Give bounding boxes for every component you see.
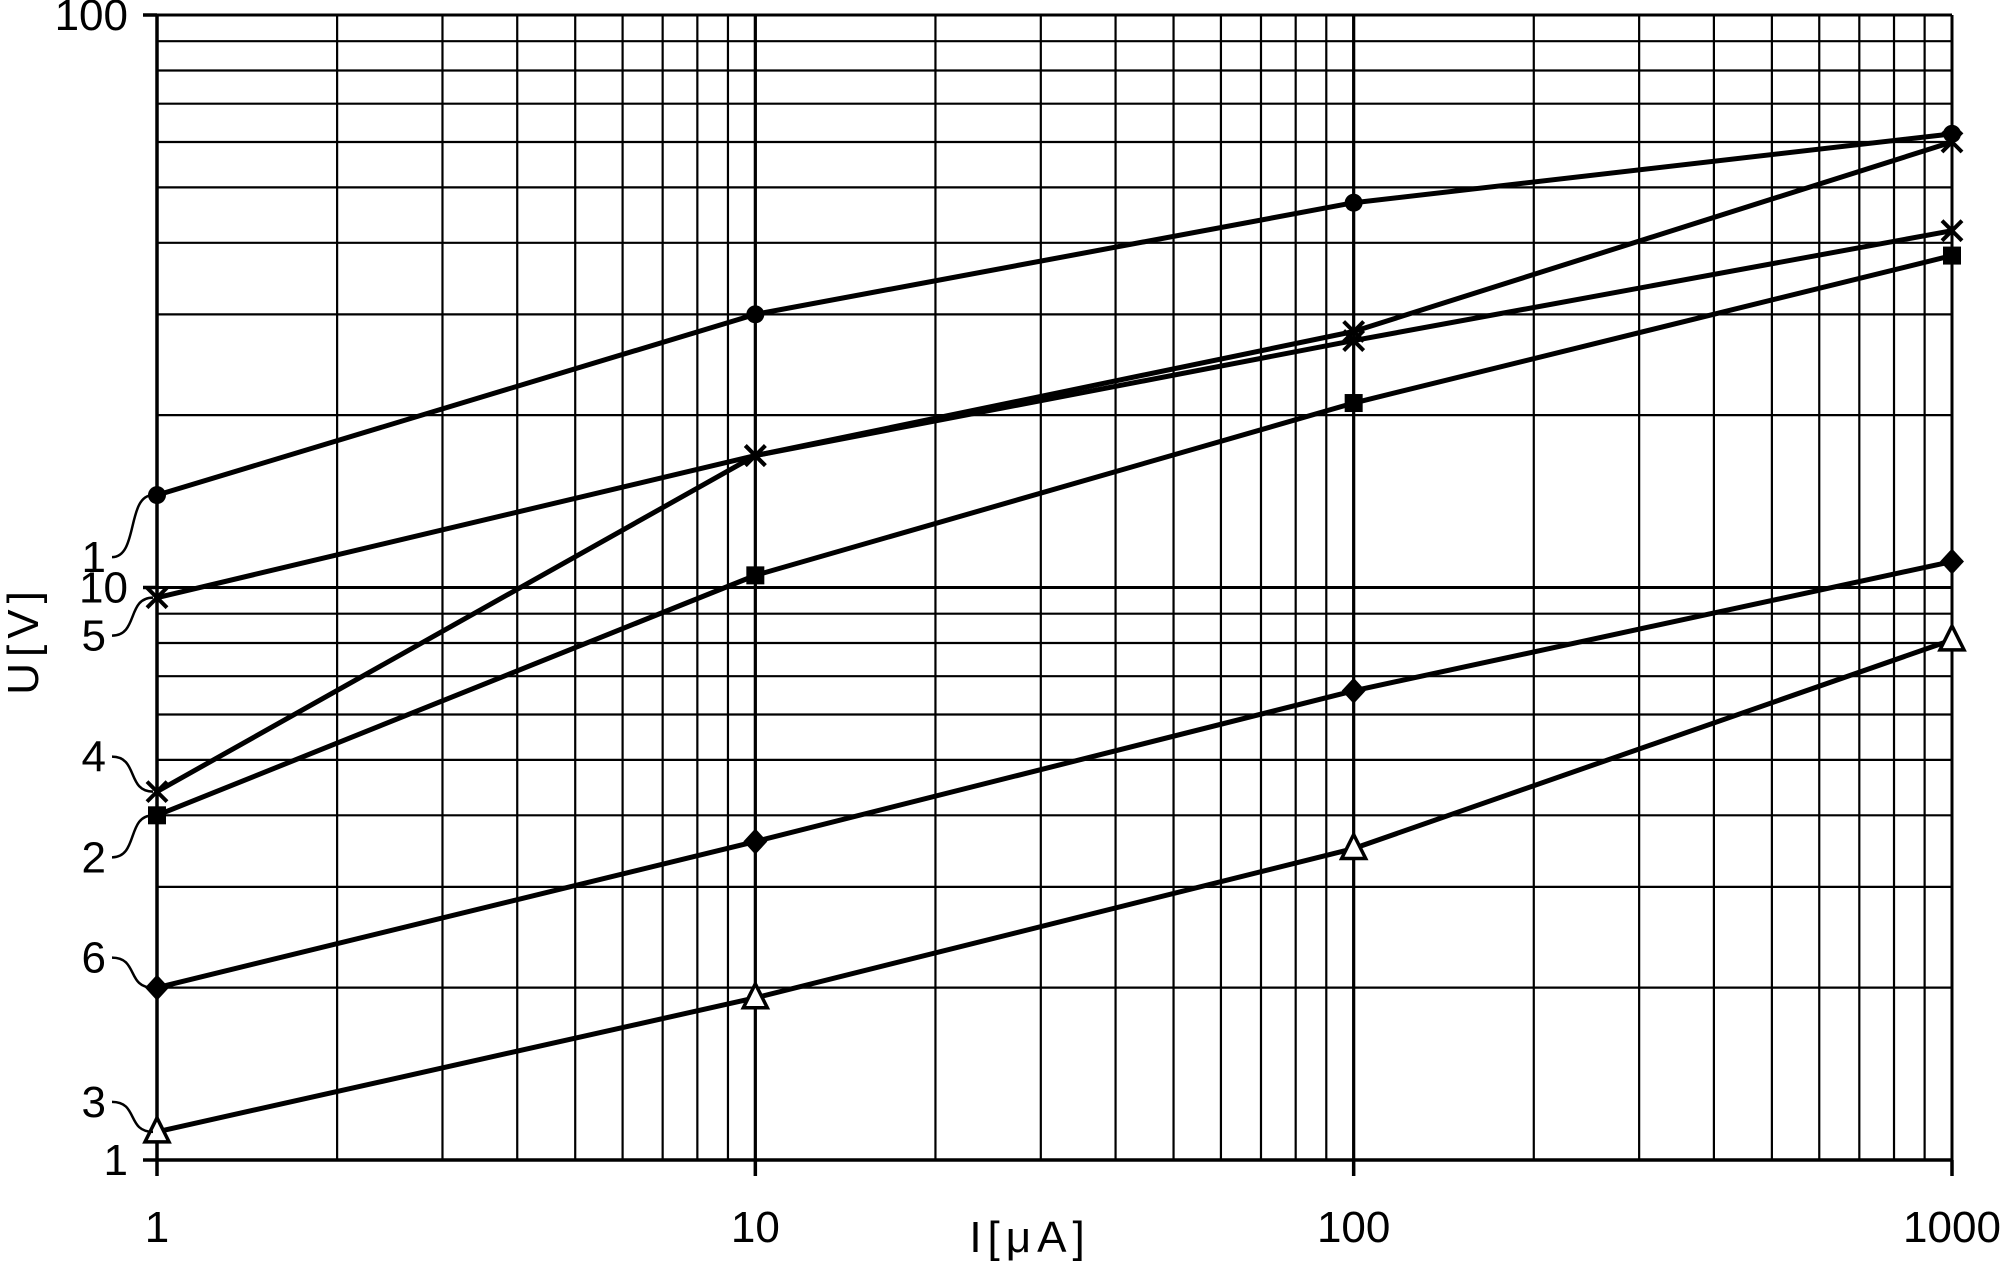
series-line-1 — [156, 131, 1953, 498]
diamond-marker — [743, 828, 768, 855]
series-label-1: 1 — [82, 533, 106, 582]
square-marker — [1943, 246, 1961, 265]
diamond-marker — [1341, 677, 1366, 704]
x-tick-label: 100 — [1317, 1203, 1390, 1252]
circle-marker — [1344, 193, 1363, 212]
x-axis-title: I[μA] — [969, 1213, 1090, 1262]
series-leader-4 — [111, 755, 154, 793]
x-marker-stroke — [743, 444, 767, 467]
series-label-6: 6 — [82, 934, 106, 983]
y-tick-label: 1 — [104, 1136, 128, 1185]
series-3 — [142, 621, 1967, 1144]
x-marker-stroke — [145, 586, 169, 610]
x-marker-stroke — [145, 780, 169, 804]
series-label-4: 4 — [82, 733, 106, 782]
series-6 — [145, 548, 1964, 1001]
series-line-3 — [156, 637, 1953, 1135]
x-marker-stroke — [1342, 320, 1366, 343]
series-line-4 — [155, 228, 1953, 794]
square-marker — [148, 806, 166, 825]
series-leader-2 — [111, 814, 154, 859]
x-tick-label: 1 — [145, 1203, 169, 1252]
y-tick-label: 10 — [79, 564, 128, 613]
series-labels: 1 4 5 2 6 3 — [82, 493, 154, 1134]
series-label-2: 2 — [82, 833, 106, 882]
series-label-3: 3 — [82, 1078, 106, 1127]
series-line-2 — [156, 253, 1953, 818]
diamond-marker — [145, 974, 169, 1001]
circle-marker — [148, 486, 166, 505]
x-marker-stroke — [1940, 219, 1964, 243]
square-marker — [1344, 394, 1363, 413]
y-tick-label: 100 — [55, 0, 128, 40]
x-tick-label: 1000 — [1903, 1203, 2001, 1252]
x-marker-stroke — [1940, 130, 1964, 154]
diamond-marker — [1940, 548, 1964, 575]
circle-marker — [746, 305, 765, 324]
series-group — [142, 124, 1967, 1144]
series-leader-5 — [111, 596, 154, 637]
triangle-marker — [142, 1113, 172, 1144]
series-leader-6 — [111, 956, 154, 989]
series-label-5: 5 — [82, 612, 106, 661]
series-line-5 — [156, 139, 1953, 601]
triangle-marker — [1937, 621, 1967, 652]
grid — [155, 13, 1954, 1162]
triangle-marker — [740, 979, 771, 1010]
triangle-marker — [1338, 830, 1369, 861]
axes — [143, 13, 1954, 1176]
series-leader-3 — [111, 1100, 154, 1134]
x-tick-label: 10 — [731, 1203, 780, 1252]
y-axis-title: U[V] — [0, 585, 48, 695]
series-line-6 — [156, 559, 1953, 991]
series-leader-1 — [111, 493, 154, 559]
x-marker-stroke — [1342, 329, 1366, 352]
series-5 — [145, 130, 1964, 610]
series-2 — [148, 246, 1961, 825]
square-marker — [746, 566, 765, 585]
